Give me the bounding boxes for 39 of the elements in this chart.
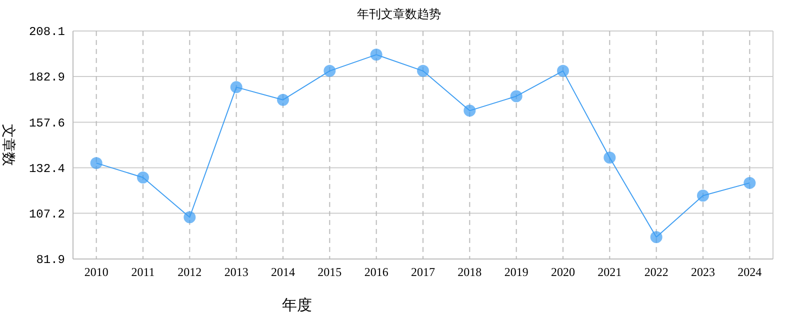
point: [184, 211, 196, 224]
x-tick-label: 2022: [644, 265, 668, 279]
x-tick-label: 2023: [691, 265, 715, 279]
point: [510, 90, 522, 102]
x-tick-label: 2018: [458, 265, 482, 279]
x-tick-label: 2021: [598, 265, 622, 279]
point: [370, 48, 382, 61]
point: [464, 104, 476, 117]
x-tick-label: 2017: [411, 265, 435, 279]
y-tick-label: 157.6: [28, 116, 65, 130]
x-tick-label: 2019: [504, 265, 528, 279]
y-axis-title: 文章数: [0, 124, 16, 166]
chart-title: 年刊文章数趋势: [357, 7, 441, 21]
x-tick-label: 2011: [131, 265, 155, 279]
point: [277, 94, 289, 106]
point: [230, 81, 242, 94]
point: [650, 231, 662, 244]
y-tick-label: 81.9: [36, 253, 65, 268]
y-tick-label: 208.1: [28, 25, 65, 40]
x-axis-title: 年度: [282, 297, 312, 314]
x-tick-label: 2014: [271, 265, 295, 279]
point: [604, 152, 616, 164]
point: [557, 64, 569, 77]
y-tick-label: 132.4: [28, 162, 65, 176]
x-tick-label: 2020: [551, 265, 575, 279]
x-tick-label: 2012: [178, 265, 202, 279]
point: [90, 157, 102, 170]
point: [744, 176, 756, 189]
x-tick-label: 2016: [364, 265, 388, 279]
x-tick-label: 2010: [84, 265, 108, 279]
y-tick-label: 107.2: [28, 207, 65, 222]
point: [324, 64, 336, 77]
point: [417, 64, 429, 77]
x-tick-label: 2013: [224, 265, 248, 279]
x-tick-label: 2015: [318, 265, 342, 279]
point: [137, 172, 149, 184]
point: [697, 190, 709, 202]
x-tick-label: 2024: [738, 265, 762, 279]
y-tick-label: 182.9: [28, 70, 65, 85]
